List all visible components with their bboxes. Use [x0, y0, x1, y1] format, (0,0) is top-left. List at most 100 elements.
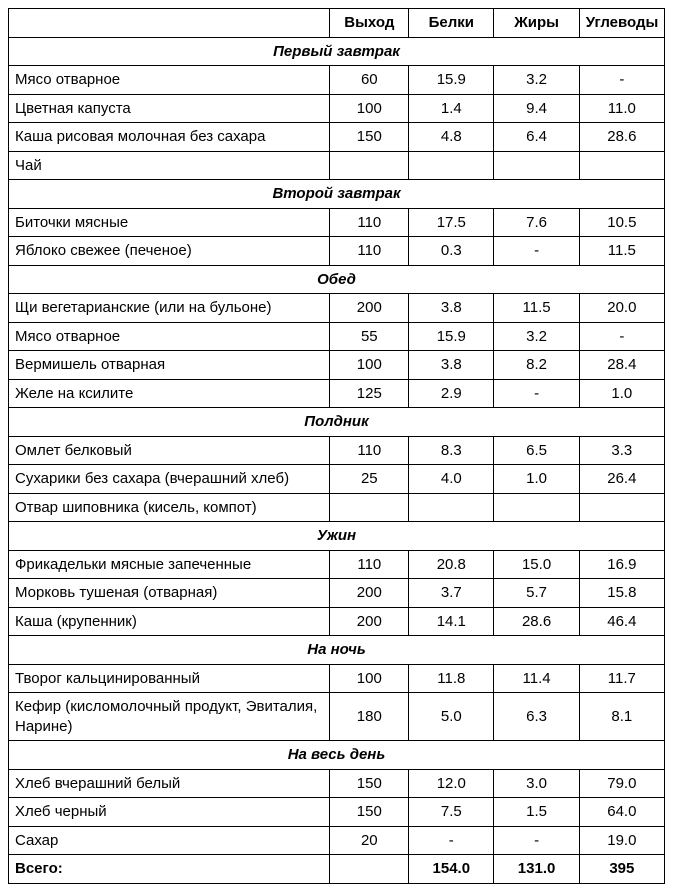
- cell-protein: 2.9: [409, 379, 494, 408]
- cell-protein: 5.0: [409, 693, 494, 741]
- table-row: Мясо отварное5515.93.2-: [9, 322, 665, 351]
- section-header: Второй завтрак: [9, 180, 665, 209]
- cell-fat: 1.5: [494, 798, 579, 827]
- cell-name: Хлеб вчерашний белый: [9, 769, 330, 798]
- total-label: Всего:: [9, 855, 330, 884]
- cell-carb: 26.4: [579, 465, 664, 494]
- cell-protein: 15.9: [409, 66, 494, 95]
- cell-carb: [579, 151, 664, 180]
- cell-fat: 6.5: [494, 436, 579, 465]
- cell-fat: [494, 151, 579, 180]
- table-row: Цветная капуста1001.49.411.0: [9, 94, 665, 123]
- section-header: Полдник: [9, 408, 665, 437]
- cell-carb: 11.0: [579, 94, 664, 123]
- table-row: Вермишель отварная1003.88.228.4: [9, 351, 665, 380]
- cell-protein: 15.9: [409, 322, 494, 351]
- section-title: Второй завтрак: [9, 180, 665, 209]
- cell-name: Кефир (кисломолочный продукт, Эвиталия, …: [9, 693, 330, 741]
- cell-protein: [409, 493, 494, 522]
- cell-carb: -: [579, 322, 664, 351]
- cell-carb: 64.0: [579, 798, 664, 827]
- cell-fat: 6.4: [494, 123, 579, 152]
- cell-name: Хлеб черный: [9, 798, 330, 827]
- cell-protein: [409, 151, 494, 180]
- table-row: Сухарики без сахара (вчерашний хлеб)254.…: [9, 465, 665, 494]
- cell-protein: 20.8: [409, 550, 494, 579]
- cell-yield: 20: [330, 826, 409, 855]
- cell-name: Желе на ксилите: [9, 379, 330, 408]
- cell-fat: 28.6: [494, 607, 579, 636]
- cell-carb: 79.0: [579, 769, 664, 798]
- cell-name: Яблоко свежее (печеное): [9, 237, 330, 266]
- cell-yield: 110: [330, 436, 409, 465]
- cell-protein: -: [409, 826, 494, 855]
- cell-fat: 6.3: [494, 693, 579, 741]
- table-row: Морковь тушеная (отварная)2003.75.715.8: [9, 579, 665, 608]
- cell-name: Цветная капуста: [9, 94, 330, 123]
- header-name: [9, 9, 330, 38]
- cell-carb: 28.4: [579, 351, 664, 380]
- table-row: Яблоко свежее (печеное)1100.3-11.5: [9, 237, 665, 266]
- cell-yield: 110: [330, 237, 409, 266]
- cell-yield: 180: [330, 693, 409, 741]
- nutrition-table: Выход Белки Жиры Углеводы Первый завтрак…: [8, 8, 665, 884]
- cell-protein: 4.8: [409, 123, 494, 152]
- cell-name: Сахар: [9, 826, 330, 855]
- cell-yield: 150: [330, 798, 409, 827]
- cell-yield: 55: [330, 322, 409, 351]
- section-title: На весь день: [9, 741, 665, 770]
- cell-fat: [494, 493, 579, 522]
- section-header: Обед: [9, 265, 665, 294]
- table-row: Отвар шиповника (кисель, компот): [9, 493, 665, 522]
- cell-name: Вермишель отварная: [9, 351, 330, 380]
- cell-fat: -: [494, 237, 579, 266]
- section-title: Обед: [9, 265, 665, 294]
- cell-carb: 11.5: [579, 237, 664, 266]
- cell-yield: [330, 493, 409, 522]
- table-row: Кефир (кисломолочный продукт, Эвиталия, …: [9, 693, 665, 741]
- cell-name: Мясо отварное: [9, 66, 330, 95]
- cell-fat: -: [494, 826, 579, 855]
- total-fat: 131.0: [494, 855, 579, 884]
- table-row: Творог кальцинированный10011.811.411.7: [9, 664, 665, 693]
- cell-yield: 100: [330, 664, 409, 693]
- cell-fat: 3.2: [494, 322, 579, 351]
- cell-yield: 25: [330, 465, 409, 494]
- cell-fat: 7.6: [494, 208, 579, 237]
- cell-protein: 7.5: [409, 798, 494, 827]
- cell-name: Сухарики без сахара (вчерашний хлеб): [9, 465, 330, 494]
- table-row: Омлет белковый1108.36.53.3: [9, 436, 665, 465]
- cell-name: Морковь тушеная (отварная): [9, 579, 330, 608]
- cell-name: Каша (крупенник): [9, 607, 330, 636]
- header-carb: Углеводы: [579, 9, 664, 38]
- table-row: Биточки мясные11017.57.610.5: [9, 208, 665, 237]
- table-row: Сахар20--19.0: [9, 826, 665, 855]
- cell-carb: 19.0: [579, 826, 664, 855]
- cell-yield: 110: [330, 550, 409, 579]
- cell-yield: 60: [330, 66, 409, 95]
- cell-name: Отвар шиповника (кисель, компот): [9, 493, 330, 522]
- cell-carb: 11.7: [579, 664, 664, 693]
- section-header: Первый завтрак: [9, 37, 665, 66]
- cell-name: Фрикадельки мясные запеченные: [9, 550, 330, 579]
- cell-yield: 100: [330, 351, 409, 380]
- table-row: Фрикадельки мясные запеченные11020.815.0…: [9, 550, 665, 579]
- cell-yield: 150: [330, 769, 409, 798]
- table-row: Хлеб вчерашний белый15012.03.079.0: [9, 769, 665, 798]
- table-row: Щи вегетарианские (или на бульоне)2003.8…: [9, 294, 665, 323]
- header-fat: Жиры: [494, 9, 579, 38]
- cell-carb: 46.4: [579, 607, 664, 636]
- cell-carb: 1.0: [579, 379, 664, 408]
- cell-yield: 125: [330, 379, 409, 408]
- section-title: Полдник: [9, 408, 665, 437]
- cell-fat: 1.0: [494, 465, 579, 494]
- cell-protein: 3.7: [409, 579, 494, 608]
- cell-fat: 8.2: [494, 351, 579, 380]
- table-row: Мясо отварное6015.93.2-: [9, 66, 665, 95]
- cell-yield: 200: [330, 579, 409, 608]
- cell-fat: 3.0: [494, 769, 579, 798]
- cell-protein: 3.8: [409, 294, 494, 323]
- cell-carb: -: [579, 66, 664, 95]
- cell-protein: 17.5: [409, 208, 494, 237]
- cell-yield: 110: [330, 208, 409, 237]
